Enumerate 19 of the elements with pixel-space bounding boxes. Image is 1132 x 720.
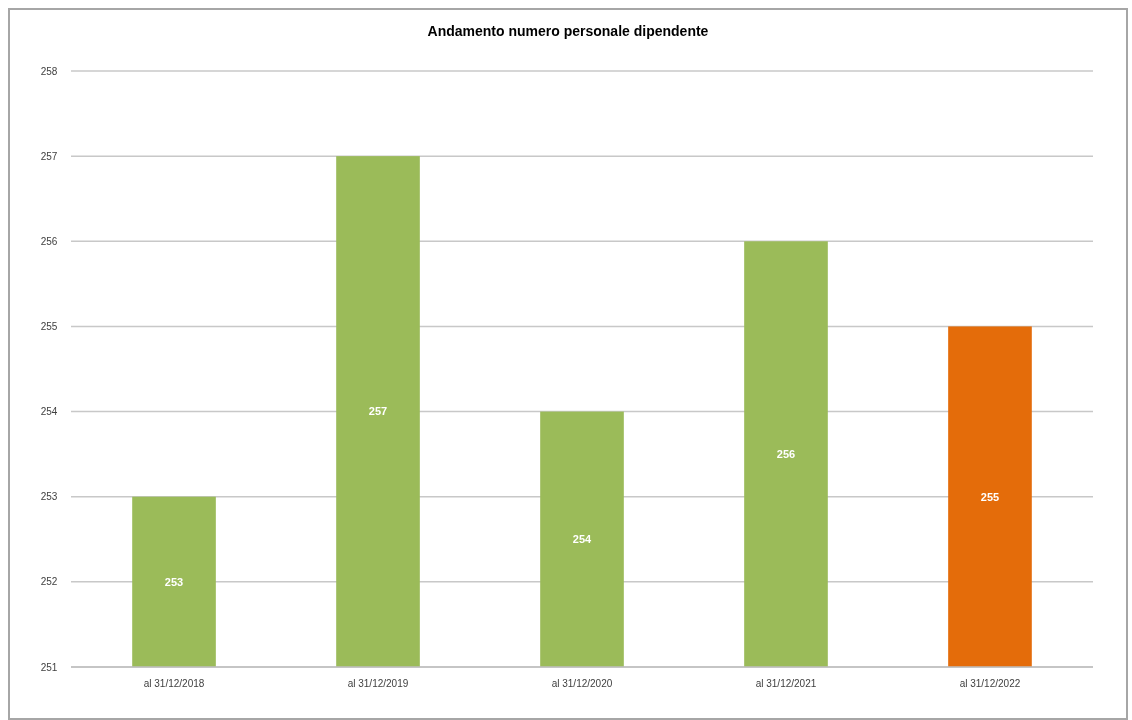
y-tick-label: 252 [40, 576, 58, 588]
data-label: 256 [776, 447, 796, 460]
x-tick-label: al 31/12/2021 [755, 678, 817, 689]
data-label: 255 [980, 490, 1000, 503]
x-tick-label: al 31/12/2018 [143, 678, 205, 689]
y-tick-label: 258 [40, 65, 58, 77]
y-tick-label: 251 [40, 661, 58, 673]
y-tick-label: 254 [40, 406, 58, 418]
x-tick-label: al 31/12/2020 [551, 678, 613, 689]
data-label: 254 [572, 533, 593, 546]
x-tick-label: al 31/12/2019 [347, 678, 409, 689]
y-tick-label: 255 [40, 320, 58, 332]
data-label: 253 [164, 575, 184, 588]
x-tick-label: al 31/12/2022 [959, 678, 1021, 689]
y-tick-label: 253 [40, 491, 58, 503]
y-tick-label: 256 [40, 235, 58, 247]
data-label: 257 [368, 405, 388, 418]
y-tick-label: 257 [40, 150, 58, 162]
chart-title: Andamento numero personale dipendente [427, 23, 709, 39]
